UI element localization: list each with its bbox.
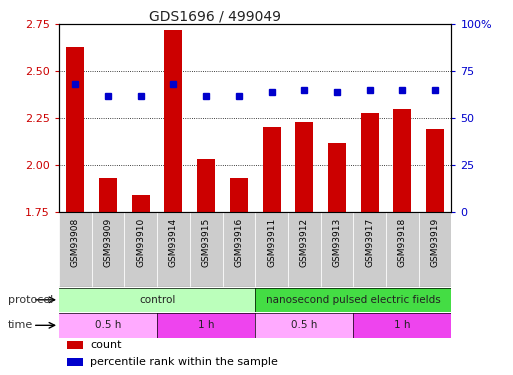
Bar [157, 212, 190, 287]
Text: GSM93918: GSM93918 [398, 218, 407, 267]
Bar [361, 112, 379, 212]
Bar [67, 358, 83, 366]
Text: time: time [8, 320, 33, 330]
Text: GDS1696 / 499049: GDS1696 / 499049 [149, 9, 282, 23]
Bar [99, 178, 117, 212]
Text: 0.5 h: 0.5 h [95, 320, 121, 330]
Bar [197, 159, 215, 212]
Bar [393, 109, 411, 212]
Text: protocol: protocol [8, 295, 53, 305]
Bar [353, 212, 386, 287]
Bar [59, 313, 157, 338]
Bar [59, 212, 92, 287]
Bar [92, 212, 125, 287]
Text: GSM93909: GSM93909 [104, 218, 112, 267]
Bar [263, 128, 281, 212]
Bar [230, 178, 248, 212]
Text: GSM93911: GSM93911 [267, 218, 276, 267]
Bar [255, 313, 353, 338]
Bar [223, 212, 255, 287]
Bar [67, 341, 83, 350]
Bar [157, 313, 255, 338]
Bar [328, 142, 346, 212]
Text: count: count [90, 340, 122, 350]
Bar [66, 47, 84, 212]
Text: GSM93916: GSM93916 [234, 218, 243, 267]
Bar [288, 212, 321, 287]
Bar [386, 212, 419, 287]
Bar [59, 288, 255, 312]
Text: control: control [139, 295, 175, 305]
Bar [419, 212, 451, 287]
Bar [132, 195, 150, 212]
Text: 1 h: 1 h [394, 320, 410, 330]
Text: percentile rank within the sample: percentile rank within the sample [90, 357, 278, 367]
Text: GSM93915: GSM93915 [202, 218, 211, 267]
Bar [255, 288, 451, 312]
Text: GSM93912: GSM93912 [300, 218, 309, 267]
Text: GSM93919: GSM93919 [430, 218, 440, 267]
Text: GSM93914: GSM93914 [169, 218, 178, 267]
Bar [255, 212, 288, 287]
Bar [426, 129, 444, 212]
Bar [190, 212, 223, 287]
Text: nanosecond pulsed electric fields: nanosecond pulsed electric fields [266, 295, 441, 305]
Text: GSM93913: GSM93913 [332, 218, 342, 267]
Bar [353, 313, 451, 338]
Text: 0.5 h: 0.5 h [291, 320, 318, 330]
Bar [295, 122, 313, 212]
Bar [165, 30, 183, 212]
Text: GSM93910: GSM93910 [136, 218, 145, 267]
Bar [321, 212, 353, 287]
Text: GSM93917: GSM93917 [365, 218, 374, 267]
Text: 1 h: 1 h [198, 320, 214, 330]
Bar [124, 212, 157, 287]
Text: GSM93908: GSM93908 [71, 218, 80, 267]
